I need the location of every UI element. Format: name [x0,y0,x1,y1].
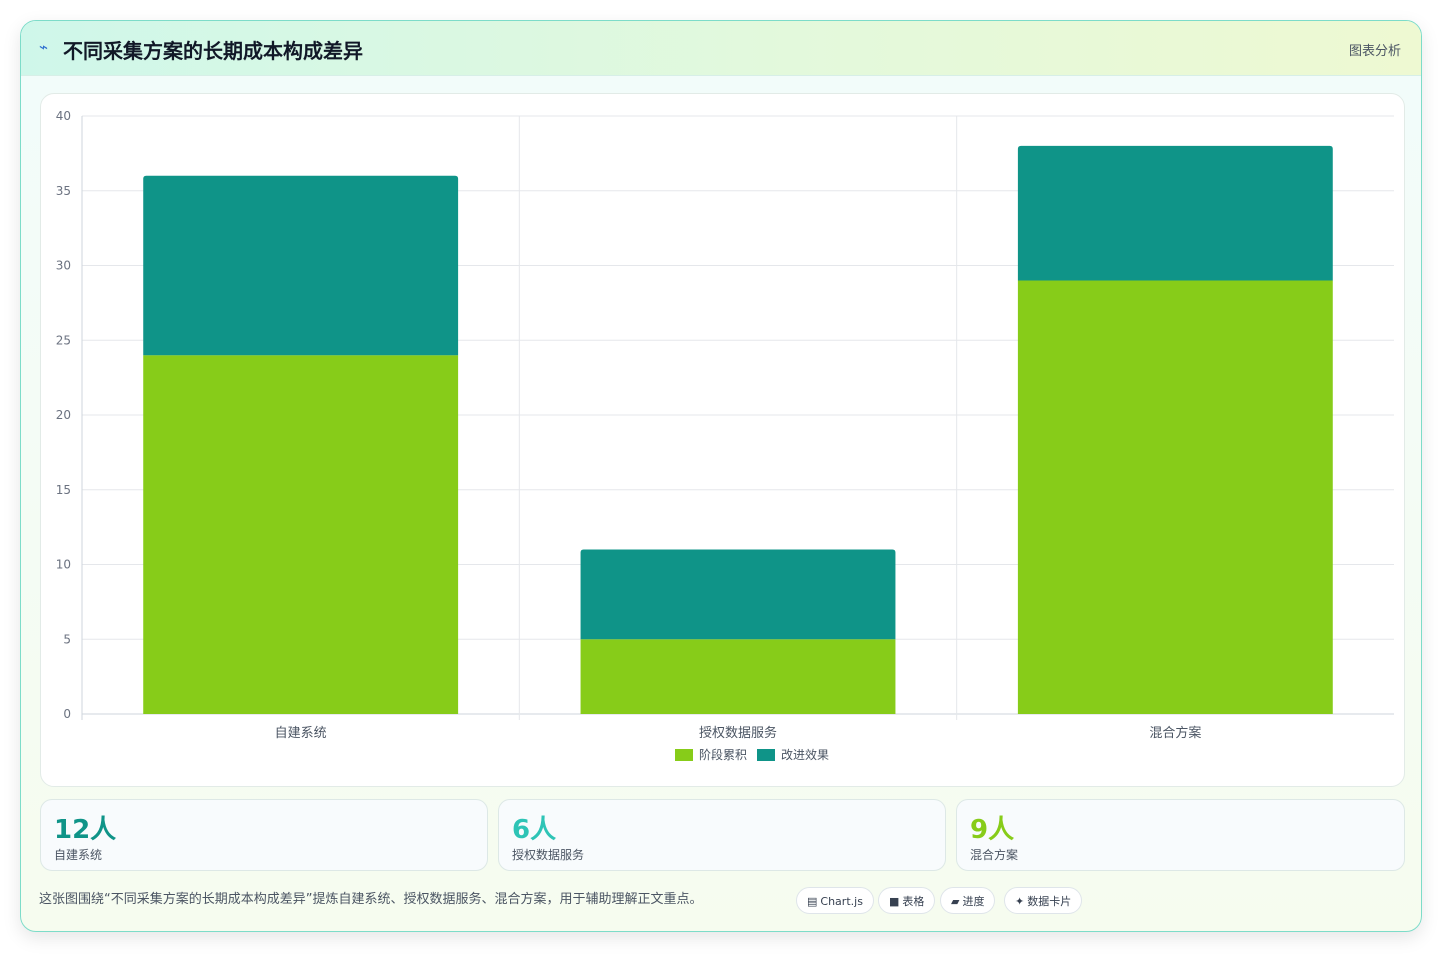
x-tick-label: 授权数据服务 [699,725,777,741]
y-tick-label: 20 [56,408,71,422]
stat-card-self-built: 12人 自建系统 [40,799,488,871]
stat-value: 9人 [970,815,1015,845]
legend-swatch [675,749,693,761]
bar-segment [143,175,459,356]
chip-label: 进度 [962,895,985,908]
header-tag: 图表分析 [1348,44,1401,59]
bar-segment [1017,145,1333,281]
page-title: 不同采集方案的长期成本构成差异 [63,39,363,63]
stat-card-licensed: 6人 授权数据服务 [498,799,946,871]
table-icon: ■ [889,895,900,908]
chart-icon: ▤ [807,895,818,908]
sparkle-icon: ✦ [1015,895,1025,908]
y-tick-label: 40 [56,109,71,123]
y-tick-label: 35 [56,184,71,198]
y-tick-label: 0 [63,707,71,721]
chip-progress[interactable]: ▰ 进度 [940,887,996,914]
y-tick-label: 15 [56,483,71,497]
chip-data-card[interactable]: ✦ 数据卡片 [1004,887,1083,914]
bar-segment [143,355,459,714]
stat-value: 12人 [54,815,117,845]
bar-segment [580,549,896,640]
stat-label: 授权数据服务 [512,848,585,862]
legend-label: 改进效果 [781,747,829,762]
x-tick-label: 混合方案 [1149,725,1201,741]
chart-card: ⌁ 不同采集方案的长期成本构成差异 图表分析 0 5 10 15 20 25 30 35 40 自… [20,20,1422,932]
bar-segment [580,639,896,714]
x-tick-label: 自建系统 [275,726,327,741]
y-tick-label: 30 [56,259,71,273]
chart-panel: 0 5 10 15 20 25 30 35 40 自建系统 授权数据服务 混合方案阶段累积 改进效果 [40,93,1405,787]
card-header: ⌁ 不同采集方案的长期成本构成差异 图表分析 [21,21,1421,76]
chip-label: 表格 [902,895,925,908]
stat-label: 混合方案 [970,848,1019,862]
progress-icon: ▰ [951,895,960,908]
chip-chartjs[interactable]: ▤ Chart.js [796,887,874,914]
chip-label: 数据卡片 [1027,895,1072,908]
legend-label: 阶段累积 [699,747,747,762]
sparkline-icon: ⌁ [39,38,49,56]
y-tick-label: 10 [56,558,71,572]
chart-caption: 这张图围绕“不同采集方案的长期成本构成差异”提炼自建系统、授权数据服务、混合方案… [39,892,703,907]
bar-segment [1017,280,1333,714]
stat-card-hybrid: 9人 混合方案 [956,799,1405,871]
stat-value: 6人 [512,815,557,845]
y-tick-label: 25 [56,333,71,347]
stat-label: 自建系统 [54,848,103,862]
chip-table[interactable]: ■ 表格 [878,887,936,914]
legend-swatch [757,749,775,761]
y-tick-label: 5 [63,632,71,646]
chip-label: Chart.js [820,895,863,908]
